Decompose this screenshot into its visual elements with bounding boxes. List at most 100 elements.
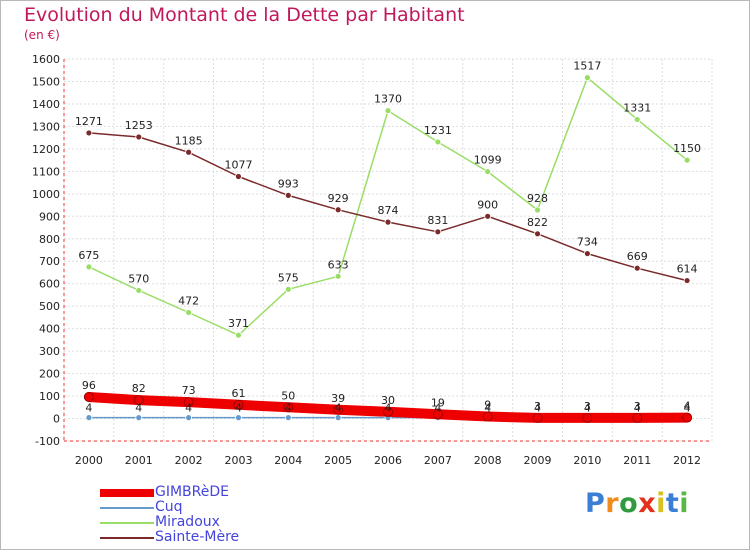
data-point-1 xyxy=(185,414,193,422)
data-label: 4 xyxy=(584,402,591,415)
proxiti-logo: Proxiti xyxy=(585,488,689,519)
logo-letter: x xyxy=(638,488,657,519)
data-label: 993 xyxy=(278,177,299,190)
data-point-0 xyxy=(682,412,692,423)
legend-label-gimbrede: GIMBRèDE xyxy=(155,484,229,500)
data-label: 50 xyxy=(281,389,295,402)
data-point-3 xyxy=(235,173,242,180)
data-point-2 xyxy=(284,285,292,293)
data-label: 3 xyxy=(634,400,641,413)
data-label: 1150 xyxy=(673,142,701,155)
data-point-2 xyxy=(85,263,93,271)
data-label: 1077 xyxy=(224,159,252,172)
y-tick-label: 600 xyxy=(39,278,60,291)
x-tick-label: 2005 xyxy=(324,454,352,467)
y-tick-label: 1100 xyxy=(32,165,60,178)
axes xyxy=(63,59,712,442)
data-point-0 xyxy=(482,411,493,422)
x-tick-label: 2008 xyxy=(474,454,502,467)
x-tick-label: 2010 xyxy=(573,454,601,467)
legend-swatch-cuq xyxy=(100,507,154,509)
chart-unit-label: (en €) xyxy=(24,28,60,42)
data-point-2 xyxy=(583,74,591,82)
data-point-0 xyxy=(84,392,94,402)
data-point-2 xyxy=(683,156,691,164)
data-point-0 xyxy=(532,412,543,423)
data-label: 734 xyxy=(577,236,598,249)
gridlines xyxy=(63,58,713,442)
data-point-2 xyxy=(534,206,541,214)
data-point-3 xyxy=(384,218,392,226)
y-tick-label: 900 xyxy=(39,210,60,223)
y-tick-label: 100 xyxy=(39,390,60,403)
data-label: 30 xyxy=(381,394,395,407)
x-tick-label: 2003 xyxy=(224,454,252,467)
data-label: 928 xyxy=(527,192,548,205)
x-tick-label: 2001 xyxy=(125,454,153,467)
data-point-2 xyxy=(135,287,143,294)
data-label: 900 xyxy=(477,198,498,211)
data-point-0 xyxy=(383,406,393,417)
data-label: 9 xyxy=(484,399,491,412)
data-label: 633 xyxy=(328,258,349,271)
x-tick-label: 2007 xyxy=(424,454,452,467)
data-point-0 xyxy=(632,412,643,423)
data-label: 1331 xyxy=(623,101,651,114)
data-label: 929 xyxy=(328,192,349,205)
data-point-3 xyxy=(135,133,143,141)
data-point-3 xyxy=(185,148,193,156)
logo-letter: t xyxy=(665,488,680,519)
data-point-0 xyxy=(582,412,593,423)
logo-letter: r xyxy=(605,488,620,519)
data-label: 1271 xyxy=(75,115,103,128)
y-tick-label: 400 xyxy=(39,323,60,336)
y-tick-label: -100 xyxy=(35,435,60,448)
data-point-1 xyxy=(284,414,292,422)
data-label: 1517 xyxy=(573,60,601,73)
data-label: 39 xyxy=(331,392,345,405)
x-tick-label: 2006 xyxy=(374,454,402,467)
data-label: 669 xyxy=(627,250,648,263)
data-labels: 96 82 73 61 50 39 30 19 9 3 3 3 44 4 4 4 4 4 4 4 4 4 4 4 4675570… xyxy=(75,60,701,415)
data-point-2 xyxy=(484,168,492,175)
y-tick-label: 200 xyxy=(39,368,60,381)
logo-letter: o xyxy=(619,488,639,519)
data-label: 1099 xyxy=(474,154,502,167)
data-point-0 xyxy=(333,404,344,415)
x-tick-label: 2000 xyxy=(75,454,103,467)
legend-swatch-sainte-mere xyxy=(100,537,154,539)
data-label: 614 xyxy=(677,263,698,276)
data-point-1 xyxy=(235,414,242,422)
data-point-3 xyxy=(434,228,442,236)
data-label: 4 xyxy=(434,402,441,415)
data-label: 570 xyxy=(128,272,149,285)
data-label: 4 xyxy=(85,402,92,415)
legend-label-cuq: Cuq xyxy=(155,499,183,515)
data-point-2 xyxy=(434,138,442,146)
y-tick-label: 1600 xyxy=(32,53,60,66)
chart-title: Evolution du Montant de la Dette par Hab… xyxy=(24,4,465,26)
data-point-0 xyxy=(432,409,443,420)
legend-label-sainte-mere: Sainte-Mère xyxy=(155,529,240,545)
data-label: 675 xyxy=(78,249,99,262)
data-label: 4 xyxy=(684,400,691,413)
y-tick-label: 300 xyxy=(39,345,60,358)
data-point-1 xyxy=(334,414,342,422)
data-label: 4 xyxy=(385,402,392,415)
data-point-2 xyxy=(185,309,193,316)
data-label: 3 xyxy=(534,400,541,413)
data-point-1 xyxy=(135,414,143,422)
data-label: 575 xyxy=(278,271,299,284)
y-tick-label: 1500 xyxy=(32,75,60,88)
y-tick-label: 800 xyxy=(39,233,60,246)
data-point-3 xyxy=(85,129,93,137)
data-label: 4 xyxy=(634,402,641,415)
y-tick-label: 1000 xyxy=(32,188,60,201)
y-tick-label: 1300 xyxy=(32,120,60,133)
data-label: 371 xyxy=(228,317,249,330)
legend-label-miradoux: Miradoux xyxy=(155,514,220,530)
data-label: 1185 xyxy=(175,134,203,147)
data-point-3 xyxy=(633,264,641,272)
